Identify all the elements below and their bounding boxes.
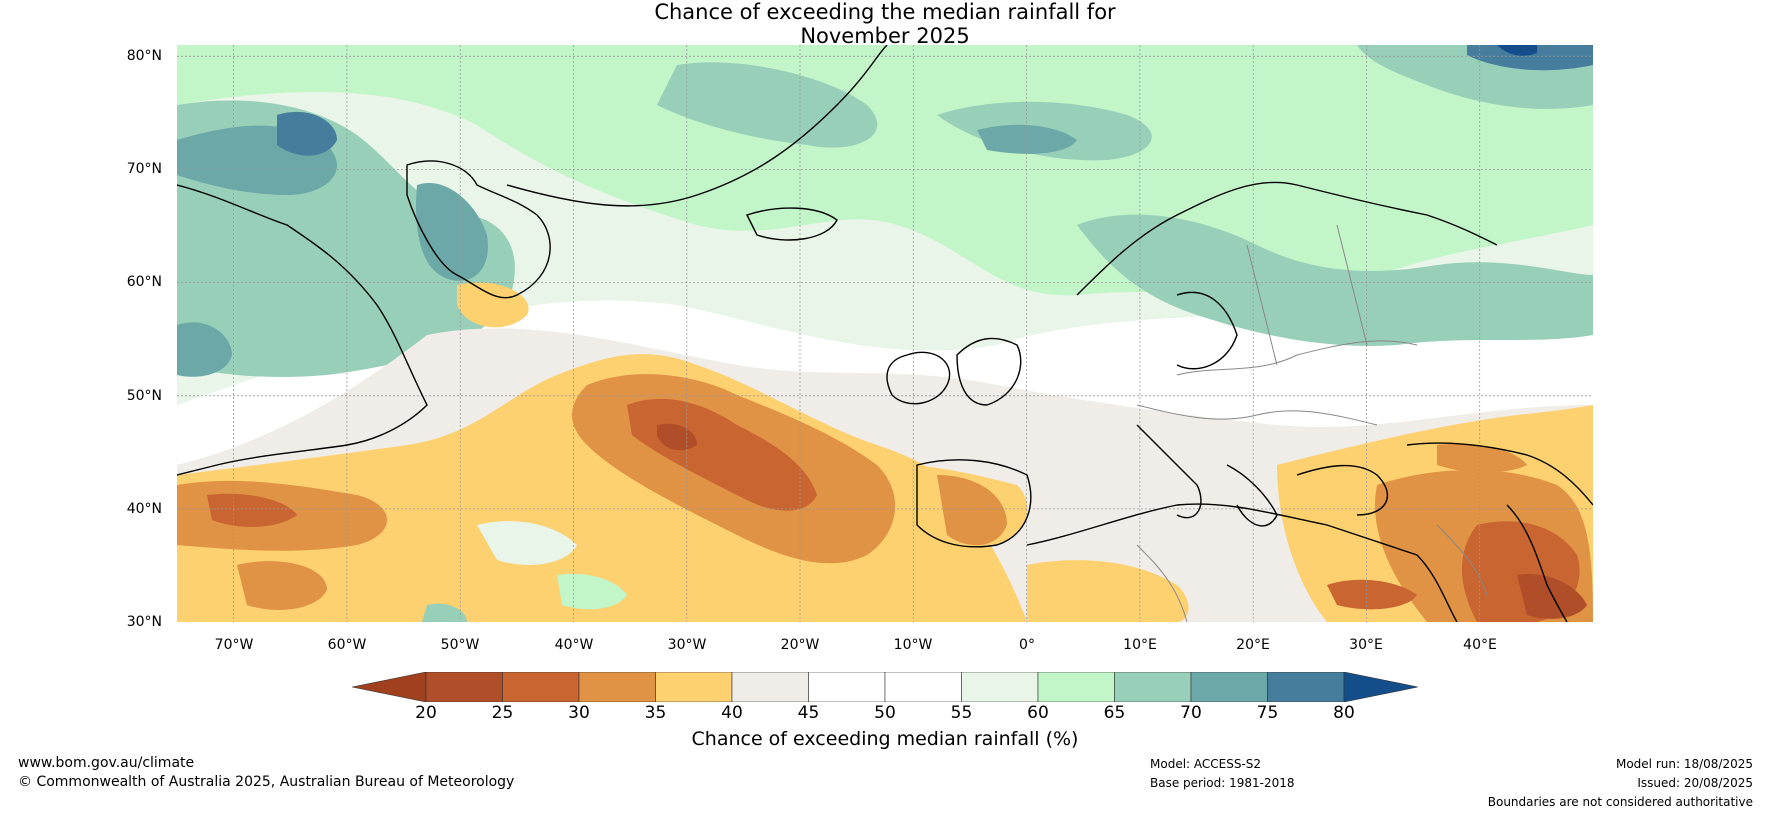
colorbar-tick-label: 55 bbox=[950, 703, 973, 723]
model-run-text: Model run: 18/08/2025 bbox=[1615, 757, 1753, 771]
colorbar-extend-high bbox=[1343, 672, 1418, 702]
colorbar-tick-label: 20 bbox=[415, 703, 437, 723]
region-20-25-mideast bbox=[1517, 574, 1587, 619]
lon-label-20e: 20°E bbox=[1236, 637, 1270, 653]
lon-label-70w: 70°W bbox=[214, 637, 254, 653]
region-35-40-gulf bbox=[457, 282, 529, 328]
colorbar-tick-label: 30 bbox=[568, 703, 590, 723]
website-link[interactable]: www.bom.gov.au/climate bbox=[18, 755, 195, 771]
colorbar-tick-label: 70 bbox=[1180, 703, 1202, 723]
region-75-80-baffin bbox=[277, 111, 337, 156]
colorbar-tick-label: 75 bbox=[1256, 703, 1279, 723]
colorbar-box bbox=[731, 672, 809, 702]
region-75-80-ne bbox=[1467, 45, 1593, 71]
lon-label-10w: 10°W bbox=[893, 637, 933, 653]
lon-label-40e: 40°E bbox=[1463, 637, 1497, 653]
title-line-2: November 2025 bbox=[800, 24, 970, 48]
region-30-35-iberia bbox=[937, 475, 1007, 546]
region-25-30-west bbox=[207, 493, 297, 527]
colorbar-box bbox=[1190, 672, 1268, 702]
lon-label-50w: 50°W bbox=[440, 637, 480, 653]
colorbar-box bbox=[578, 672, 656, 702]
lon-label-40w: 40°W bbox=[554, 637, 594, 653]
colorbar-box bbox=[961, 672, 1039, 702]
colorbar-box bbox=[425, 672, 503, 702]
region-65-70-scandinavia bbox=[1077, 214, 1593, 346]
colorbar-tick-label: 45 bbox=[797, 703, 820, 723]
colorbar-title: Chance of exceeding median rainfall (%) bbox=[691, 728, 1079, 750]
region-80-ne bbox=[1497, 45, 1537, 56]
base-period-text: Base period: 1981-2018 bbox=[1150, 776, 1295, 790]
title-line-1: Chance of exceeding the median rainfall … bbox=[654, 0, 1116, 24]
issued-text: Issued: 20/08/2025 bbox=[1637, 776, 1753, 790]
rainfall-map bbox=[177, 45, 1593, 622]
colorbar-box bbox=[1114, 672, 1192, 702]
region-60-65-south bbox=[557, 573, 627, 610]
region-30-35-southwest bbox=[237, 561, 327, 610]
region-25-30-egypt bbox=[1327, 579, 1417, 610]
region-35-40-nafrica bbox=[1027, 560, 1189, 622]
colorbar-tick-label: 40 bbox=[721, 703, 743, 723]
region-65-70-arctic bbox=[657, 62, 878, 148]
lat-label-40n: 40°N bbox=[126, 501, 162, 517]
lat-label-60n: 60°N bbox=[126, 274, 162, 290]
colorbar-tick-label: 80 bbox=[1333, 703, 1355, 723]
colorbar-box bbox=[502, 672, 580, 702]
lat-label-80n: 80°N bbox=[126, 48, 162, 64]
lon-label-60w: 60°W bbox=[327, 637, 367, 653]
disclaimer-text: Boundaries are not considered authoritat… bbox=[1487, 795, 1753, 809]
colorbar-box bbox=[808, 672, 886, 702]
colorbar-tick-label: 60 bbox=[1027, 703, 1049, 723]
colorbar-tick-label: 25 bbox=[491, 703, 514, 723]
coastlines bbox=[177, 45, 1593, 622]
colorbar-box bbox=[884, 672, 962, 702]
region-70-75-arctic-n bbox=[977, 124, 1077, 154]
borders bbox=[1136, 224, 1488, 622]
region-65-70-south bbox=[422, 603, 467, 622]
lon-label-0: 0° bbox=[1019, 637, 1035, 653]
region-70-75-greenland bbox=[416, 183, 488, 281]
copyright-text: © Commonwealth of Australia 2025, Austra… bbox=[18, 774, 515, 790]
map-title: Chance of exceeding the median rainfall … bbox=[0, 0, 1770, 48]
lat-label-50n: 50°N bbox=[126, 388, 162, 404]
colorbar-tick-label: 35 bbox=[644, 703, 667, 723]
lon-label-10e: 10°E bbox=[1123, 637, 1157, 653]
colorbar bbox=[352, 672, 1418, 702]
graticule bbox=[177, 45, 1593, 622]
region-55-60-south bbox=[477, 521, 577, 565]
region-70-75-west bbox=[177, 322, 232, 377]
lat-label-30n: 30°N bbox=[126, 614, 162, 630]
lon-label-30e: 30°E bbox=[1349, 637, 1383, 653]
colorbar-tick-label: 65 bbox=[1103, 703, 1126, 723]
region-60-65-north bbox=[177, 45, 1593, 296]
model-text: Model: ACCESS-S2 bbox=[1150, 757, 1262, 771]
colorbar-box bbox=[1267, 672, 1345, 702]
lon-label-20w: 20°W bbox=[780, 637, 820, 653]
lat-label-70n: 70°N bbox=[126, 161, 162, 177]
region-30-35-turkey bbox=[1437, 443, 1527, 473]
colorbar-box bbox=[655, 672, 733, 702]
colorbar-extend-low bbox=[352, 672, 427, 702]
colorbar-tick-label: 50 bbox=[874, 703, 896, 723]
lon-label-30w: 30°W bbox=[667, 637, 707, 653]
colorbar-box bbox=[1037, 672, 1115, 702]
